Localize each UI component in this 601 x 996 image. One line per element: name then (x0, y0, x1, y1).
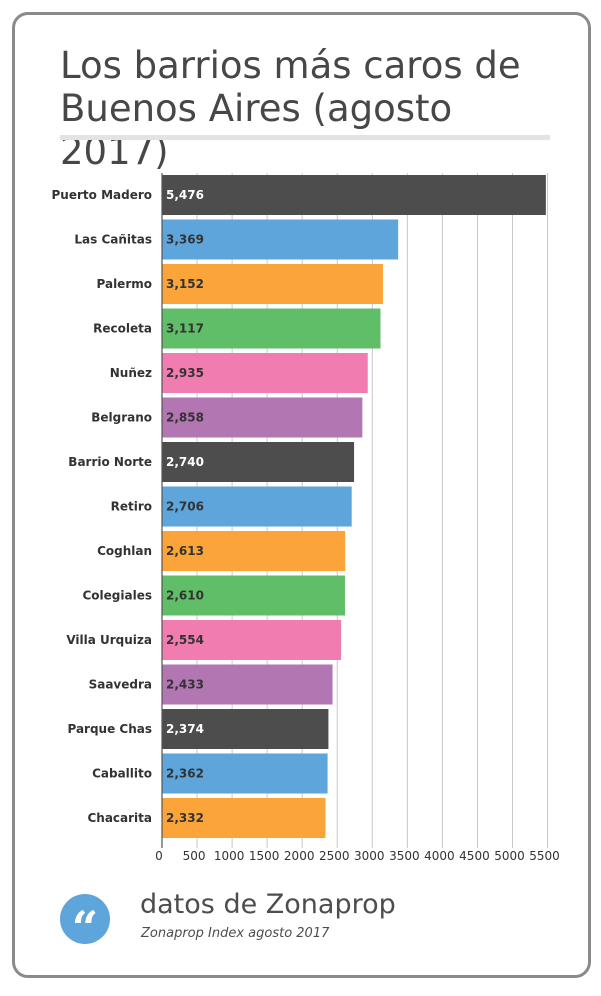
x-tick-label: 2500 (319, 849, 350, 863)
y-category-label: Nuñez (110, 366, 152, 380)
y-category-label: Palermo (97, 277, 153, 291)
bar-value-label: 2,362 (166, 767, 204, 781)
bar-value-label: 2,374 (166, 722, 204, 736)
bar (162, 620, 342, 660)
source-title: datos de Zonaprop (140, 889, 396, 920)
bar-value-label: 5,476 (166, 188, 204, 202)
bar-value-label: 2,332 (166, 811, 204, 825)
y-category-label: Saavedra (89, 678, 152, 692)
chart-bars: 5,476 3,369 3,152 3,117 2,935 2,858 2,740 2,706… (162, 175, 546, 838)
x-tick-label: 0 (155, 849, 163, 863)
x-tick-label: 4500 (459, 849, 490, 863)
bar (162, 709, 329, 749)
x-tick-label: 3000 (354, 849, 385, 863)
y-category-label: Recoleta (93, 322, 152, 336)
bar-value-label: 3,117 (166, 322, 204, 336)
bar-value-label: 3,152 (166, 277, 204, 291)
bar-value-label: 2,706 (166, 500, 204, 514)
bar (162, 308, 381, 349)
bar-value-label: 2,554 (166, 633, 204, 647)
chart-axes: 0 500 1000 1500 2000 2500 3000 3500 4000 4500 5000… (52, 173, 560, 863)
bar (162, 531, 346, 571)
bar-value-label: 2,610 (166, 589, 204, 603)
bar (162, 219, 399, 260)
y-category-label: Las Cañitas (74, 233, 152, 247)
bar-value-label: 2,935 (166, 366, 204, 380)
x-tick-label: 4000 (424, 849, 455, 863)
x-tick-label: 5000 (494, 849, 525, 863)
bar (162, 264, 383, 304)
y-category-label: Barrio Norte (68, 455, 152, 469)
y-category-label: Coghlan (97, 544, 152, 558)
title-underline (60, 135, 550, 140)
y-category-label: Chacarita (87, 811, 152, 825)
bar (162, 798, 326, 838)
y-category-label: Villa Urquiza (66, 633, 152, 647)
bar-value-label: 2,740 (166, 455, 204, 469)
bar (162, 486, 352, 527)
y-category-label: Retiro (111, 500, 152, 514)
bar-value-label: 2,858 (166, 411, 204, 425)
source-subtitle: Zonaprop Index agosto 2017 (141, 926, 330, 941)
bar (162, 664, 333, 705)
y-category-label: Parque Chas (67, 722, 152, 736)
y-category-label: Caballito (92, 767, 152, 781)
bar (162, 397, 363, 438)
y-category-label: Puerto Madero (52, 188, 152, 202)
x-tick-label: 3500 (389, 849, 420, 863)
bar-value-label: 2,433 (166, 678, 204, 692)
x-tick-label: 2000 (284, 849, 315, 863)
y-category-label: Colegiales (83, 589, 153, 603)
bar (162, 442, 355, 482)
bar-value-label: 3,369 (166, 233, 204, 247)
bar (162, 753, 328, 794)
quote-icon-badge (60, 894, 110, 944)
bar-value-label: 2,613 (166, 544, 204, 558)
bar (162, 575, 345, 616)
x-tick-label: 500 (183, 849, 206, 863)
x-tick-label: 1500 (249, 849, 280, 863)
bar (162, 353, 368, 393)
quote-icon: “ (71, 901, 99, 955)
x-tick-label: 5500 (529, 849, 560, 863)
x-tick-label: 1000 (214, 849, 245, 863)
y-category-label: Belgrano (91, 411, 152, 425)
bar (162, 175, 546, 215)
